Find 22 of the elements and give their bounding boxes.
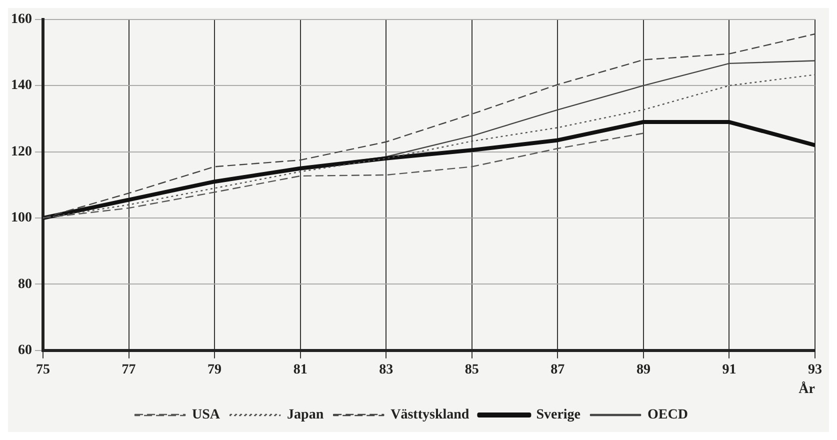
legend-label: Västtyskland	[390, 408, 470, 423]
y-tick-label: 60	[18, 343, 32, 358]
y-tick-label: 140	[11, 78, 32, 94]
legend-label: Japan	[287, 408, 324, 423]
x-tick-label: 87	[550, 362, 565, 378]
x-axis-title: År	[798, 381, 815, 398]
x-tick-label: 83	[379, 362, 394, 378]
x-tick-label: 93	[808, 362, 822, 378]
x-tick-label: 75	[36, 362, 50, 378]
x-tick-label: 91	[722, 362, 736, 378]
legend-label: Sverige	[536, 408, 581, 423]
x-tick-label: 89	[636, 362, 650, 378]
x-tick-label: 77	[122, 362, 136, 378]
legend-label: OECD	[648, 408, 688, 423]
x-tick-label: 81	[293, 362, 308, 378]
x-tick-label: 85	[464, 362, 479, 378]
x-tick-label: 79	[208, 362, 222, 378]
y-tick-label: 100	[11, 210, 32, 226]
legend-label: USA	[192, 408, 221, 423]
y-tick-label: 80	[18, 276, 32, 292]
y-tick-label: 120	[11, 144, 32, 160]
y-tick-label: 160	[11, 12, 32, 28]
